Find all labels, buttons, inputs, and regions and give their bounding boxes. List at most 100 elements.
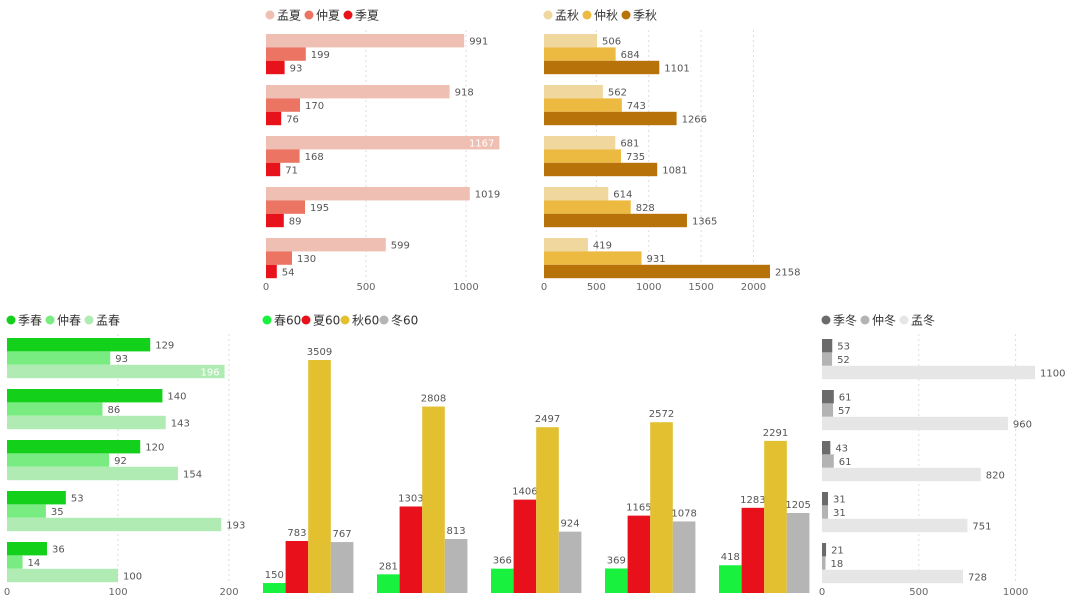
summer-data-label: 130 bbox=[297, 254, 316, 265]
winter-bar bbox=[822, 339, 833, 353]
winter-tick-label: 0 bbox=[819, 587, 825, 598]
totals-data-label: 1078 bbox=[671, 508, 696, 519]
summer-bar bbox=[266, 213, 284, 228]
totals-legend-label: 秋60 bbox=[352, 314, 379, 328]
spring-data-label: 143 bbox=[171, 419, 190, 430]
winter-data-label: 61 bbox=[839, 393, 852, 404]
spring-data-label: 53 bbox=[71, 494, 84, 505]
winter-chart: 0 500 1000 季冬 仲冬 孟冬 53 52 1100 61 57 960 43 61 820 31 31… bbox=[819, 313, 1066, 599]
totals-data-label: 150 bbox=[265, 570, 284, 581]
autumn-data-label: 1266 bbox=[682, 115, 707, 126]
winter-data-label: 728 bbox=[968, 573, 987, 584]
summer-legend-label: 季夏 bbox=[355, 9, 379, 23]
autumn-bar bbox=[544, 162, 658, 177]
totals-data-label: 924 bbox=[561, 519, 580, 530]
summer-data-label: 93 bbox=[290, 64, 303, 75]
winter-legend-label: 孟冬 bbox=[911, 313, 935, 328]
winter-bar bbox=[822, 556, 826, 570]
spring-data-label: 35 bbox=[51, 507, 64, 518]
autumn-data-label: 614 bbox=[613, 190, 632, 201]
totals-bar bbox=[308, 360, 331, 593]
totals-bar bbox=[444, 539, 468, 593]
summer-data-label: 991 bbox=[469, 37, 488, 48]
autumn-bar bbox=[544, 98, 622, 112]
spring-tick-label: 100 bbox=[108, 587, 127, 598]
spring-data-label: 129 bbox=[155, 341, 174, 352]
summer-data-label: 599 bbox=[391, 241, 410, 252]
winter-data-label: 61 bbox=[839, 457, 852, 468]
winter-tick-label: 500 bbox=[909, 587, 928, 598]
totals-data-label: 3509 bbox=[307, 347, 332, 358]
totals-data-label: 2808 bbox=[421, 394, 446, 405]
autumn-bar bbox=[544, 251, 642, 265]
autumn-data-label: 506 bbox=[602, 37, 621, 48]
totals-data-label: 2497 bbox=[535, 414, 560, 425]
winter-bar bbox=[822, 492, 829, 506]
spring-data-label: 14 bbox=[28, 558, 41, 569]
winter-data-label: 31 bbox=[833, 508, 846, 519]
autumn-tick-label: 1000 bbox=[636, 282, 661, 293]
autumn-data-label: 681 bbox=[620, 139, 639, 150]
autumn-data-label: 735 bbox=[626, 152, 645, 163]
winter-bar bbox=[822, 518, 968, 533]
totals-bar bbox=[513, 499, 537, 593]
summer-chart: 0 500 1000 孟夏 仲夏 季夏 991 199 93 918 170 76 1167 168 71 1… bbox=[263, 9, 500, 294]
autumn-bar bbox=[544, 85, 603, 99]
summer-bar bbox=[266, 149, 300, 163]
spring-legend-swatch bbox=[6, 315, 16, 325]
totals-data-label: 1205 bbox=[785, 500, 810, 511]
summer-bar bbox=[266, 200, 305, 214]
autumn-bar bbox=[544, 238, 588, 252]
spring-data-label: 86 bbox=[107, 405, 120, 416]
totals-bar bbox=[764, 440, 787, 593]
totals-data-label: 418 bbox=[721, 552, 740, 563]
totals-legend-swatch bbox=[340, 315, 350, 325]
summer-legend-swatch bbox=[343, 10, 353, 20]
spring-bar bbox=[7, 466, 178, 481]
autumn-legend-swatch bbox=[621, 10, 631, 20]
summer-bar bbox=[266, 85, 450, 99]
winter-legend-label: 仲冬 bbox=[872, 313, 896, 328]
summer-bar bbox=[266, 60, 285, 75]
spring-data-label: 140 bbox=[167, 392, 186, 403]
totals-bar bbox=[263, 583, 286, 593]
totals-bar bbox=[422, 406, 445, 593]
autumn-data-label: 1081 bbox=[662, 166, 687, 177]
winter-legend-swatch bbox=[821, 315, 831, 325]
autumn-bar bbox=[544, 187, 609, 201]
summer-bar bbox=[266, 251, 292, 265]
totals-legend-label: 夏60 bbox=[313, 314, 340, 328]
autumn-data-label: 562 bbox=[608, 88, 627, 99]
spring-data-label: 36 bbox=[52, 545, 65, 556]
summer-data-label: 1019 bbox=[475, 190, 500, 201]
autumn-bar bbox=[544, 60, 660, 75]
winter-data-label: 43 bbox=[835, 444, 848, 455]
spring-tick-label: 200 bbox=[219, 587, 238, 598]
winter-bar bbox=[822, 416, 1008, 431]
autumn-bar bbox=[544, 149, 621, 163]
spring-bar bbox=[7, 504, 46, 518]
winter-bar bbox=[822, 505, 829, 519]
spring-legend-label: 仲春 bbox=[57, 314, 81, 328]
autumn-bar bbox=[544, 200, 631, 214]
spring-data-label: 120 bbox=[145, 443, 164, 454]
totals-bar bbox=[650, 422, 673, 593]
autumn-data-label: 743 bbox=[627, 101, 646, 112]
totals-data-label: 1283 bbox=[740, 495, 765, 506]
autumn-legend-label: 孟秋 bbox=[555, 9, 579, 23]
summer-data-label: 195 bbox=[310, 203, 329, 214]
autumn-bar bbox=[544, 136, 616, 150]
spring-bar bbox=[7, 568, 119, 583]
totals-bar bbox=[741, 507, 765, 593]
autumn-tick-label: 1500 bbox=[688, 282, 713, 293]
winter-data-label: 1100 bbox=[1040, 369, 1065, 380]
spring-legend-swatch bbox=[45, 315, 55, 325]
spring-bar bbox=[7, 440, 141, 454]
summer-data-label: 1167 bbox=[469, 139, 494, 150]
winter-legend-swatch bbox=[860, 315, 870, 325]
totals-legend-label: 冬60 bbox=[391, 313, 418, 328]
spring-data-label: 93 bbox=[115, 354, 128, 365]
spring-bar bbox=[7, 517, 222, 532]
